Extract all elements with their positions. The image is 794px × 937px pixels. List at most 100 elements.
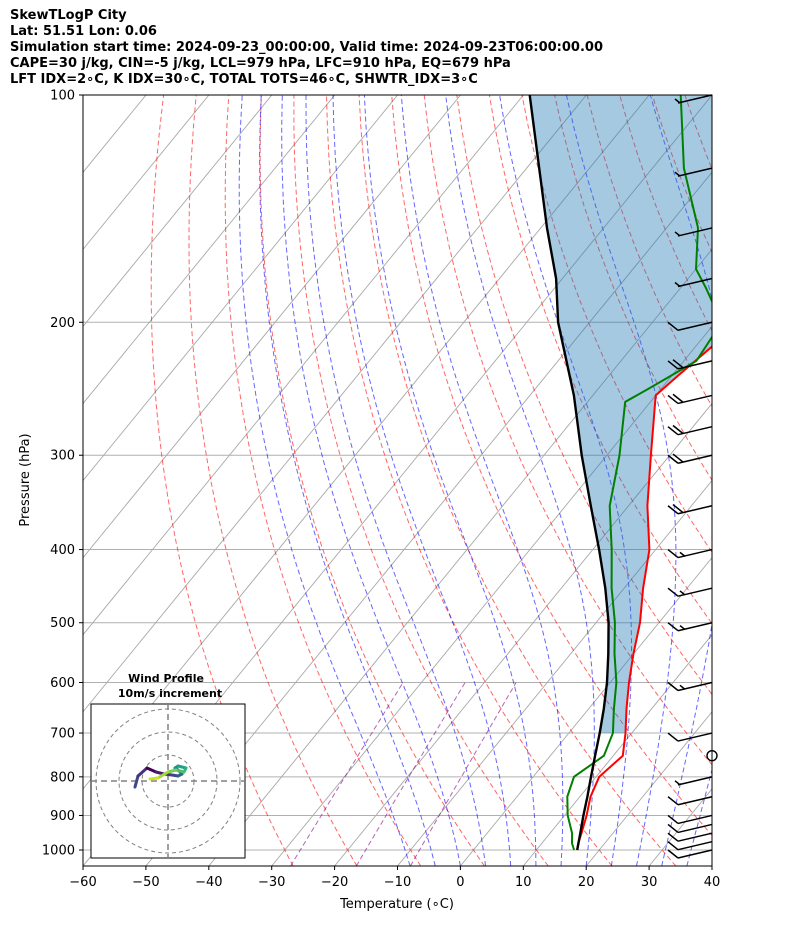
hodo-segment [133, 774, 140, 789]
y-tick-label: 100 [50, 89, 75, 104]
wind-barb [667, 548, 713, 559]
wind-barb [674, 94, 713, 104]
dry-adiabat [326, 95, 613, 866]
moist-adiabat [259, 95, 436, 866]
wind-barb [667, 849, 713, 859]
wind-barb [674, 776, 713, 786]
background-lines [83, 95, 794, 866]
wind-barb [674, 227, 713, 237]
isotherm-line [83, 95, 336, 405]
wind-barb [667, 823, 713, 834]
dry-adiabat [224, 95, 422, 866]
x-tick-label: −20 [321, 875, 348, 890]
wind-barb [667, 587, 713, 597]
wind-barb [667, 732, 713, 742]
wind-barb [667, 832, 713, 842]
x-tick-label: −30 [258, 875, 285, 890]
x-tick-label: 10 [515, 875, 532, 890]
mixing-ratio-line [290, 682, 404, 866]
dry-adiabat [150, 95, 294, 866]
lat-lon-line: Lat: 51.51 Lon: 0.06 [10, 24, 157, 39]
wind-barb [667, 840, 713, 851]
y-tick-label: 300 [50, 449, 75, 464]
wind-barb [667, 359, 713, 370]
isotherm-line [460, 556, 712, 866]
hodo-segment [156, 770, 170, 780]
x-axis-label: Temperature (∘C) [339, 897, 454, 912]
x-tick-label: 40 [704, 875, 721, 890]
dry-adiabat [391, 95, 712, 837]
hodograph-inset: Wind Profile 10m/s increment [90, 672, 246, 859]
isotherm-line [83, 95, 461, 559]
inset-title: Wind Profile [128, 672, 204, 685]
dry-adiabat [358, 95, 677, 866]
x-tick-label: −50 [132, 875, 159, 890]
y-tick-label: 600 [50, 676, 75, 691]
inset-subtitle: 10m/s increment [118, 687, 222, 700]
wind-barbs [667, 94, 718, 859]
wind-barb [667, 393, 713, 405]
temperature-line [576, 345, 712, 851]
wind-barb [667, 321, 713, 332]
dry-adiabat [488, 95, 712, 625]
isotherm-line [711, 865, 712, 866]
y-tick-label: 400 [50, 543, 75, 558]
wind-barb [667, 681, 713, 692]
isotherm-line [522, 634, 712, 866]
dry-adiabat [521, 95, 712, 554]
x-tick-label: −10 [384, 875, 411, 890]
isotherm-line [83, 95, 210, 251]
moist-adiabat [565, 95, 677, 866]
x-tick-label: −40 [195, 875, 222, 890]
y-tick-label: 1000 [42, 844, 75, 859]
data-layer [528, 95, 712, 851]
hodo-segment [145, 766, 158, 774]
x-tick-label: 30 [641, 875, 658, 890]
y-axis-label: Pressure (hPa) [18, 433, 33, 526]
dewpoint-line [566, 95, 712, 851]
moist-adiabat [649, 95, 712, 866]
cape-shading [529, 95, 712, 734]
dry-adiabat [293, 95, 549, 866]
y-tick-label: 700 [50, 727, 75, 742]
dry-adiabat [423, 95, 712, 766]
moist-adiabat [332, 95, 512, 866]
dry-adiabat [718, 95, 794, 866]
mixing-ratio-line [409, 682, 517, 866]
isotherm-line [83, 95, 273, 328]
x-tick-label: −60 [69, 875, 96, 890]
y-tick-label: 200 [50, 316, 75, 331]
isotherm-line [83, 95, 587, 713]
x-tick-label: 0 [456, 875, 464, 890]
wind-barb [667, 621, 713, 632]
wind-barb [667, 795, 713, 806]
isotherm-line [208, 248, 712, 866]
wind-barb [674, 277, 713, 288]
wind-barb [667, 503, 713, 515]
mixing-ratio-line [355, 682, 466, 866]
station-title: SkewTLogP City [10, 8, 127, 23]
isotherm-line [145, 171, 712, 866]
isotherm-line [397, 479, 712, 866]
dry-adiabat [783, 95, 794, 866]
dry-adiabat [750, 95, 794, 866]
y-tick-label: 500 [50, 616, 75, 631]
wind-barb [667, 453, 713, 464]
wind-barb [667, 814, 713, 825]
moist-adiabat [238, 95, 411, 866]
isotherm-line [83, 95, 524, 636]
dry-adiabat [259, 95, 485, 866]
moist-adiabat [400, 95, 564, 866]
dry-adiabat [188, 95, 358, 866]
hodo-segment [148, 776, 160, 781]
moist-adiabat [305, 95, 487, 866]
wind-barb [674, 167, 713, 177]
moist-adiabat [499, 95, 632, 866]
moist-adiabat [281, 95, 461, 866]
hodo-segment [136, 766, 149, 778]
wind-barb [667, 424, 713, 436]
parcel-line [528, 95, 610, 851]
isotherm-line [271, 325, 712, 866]
